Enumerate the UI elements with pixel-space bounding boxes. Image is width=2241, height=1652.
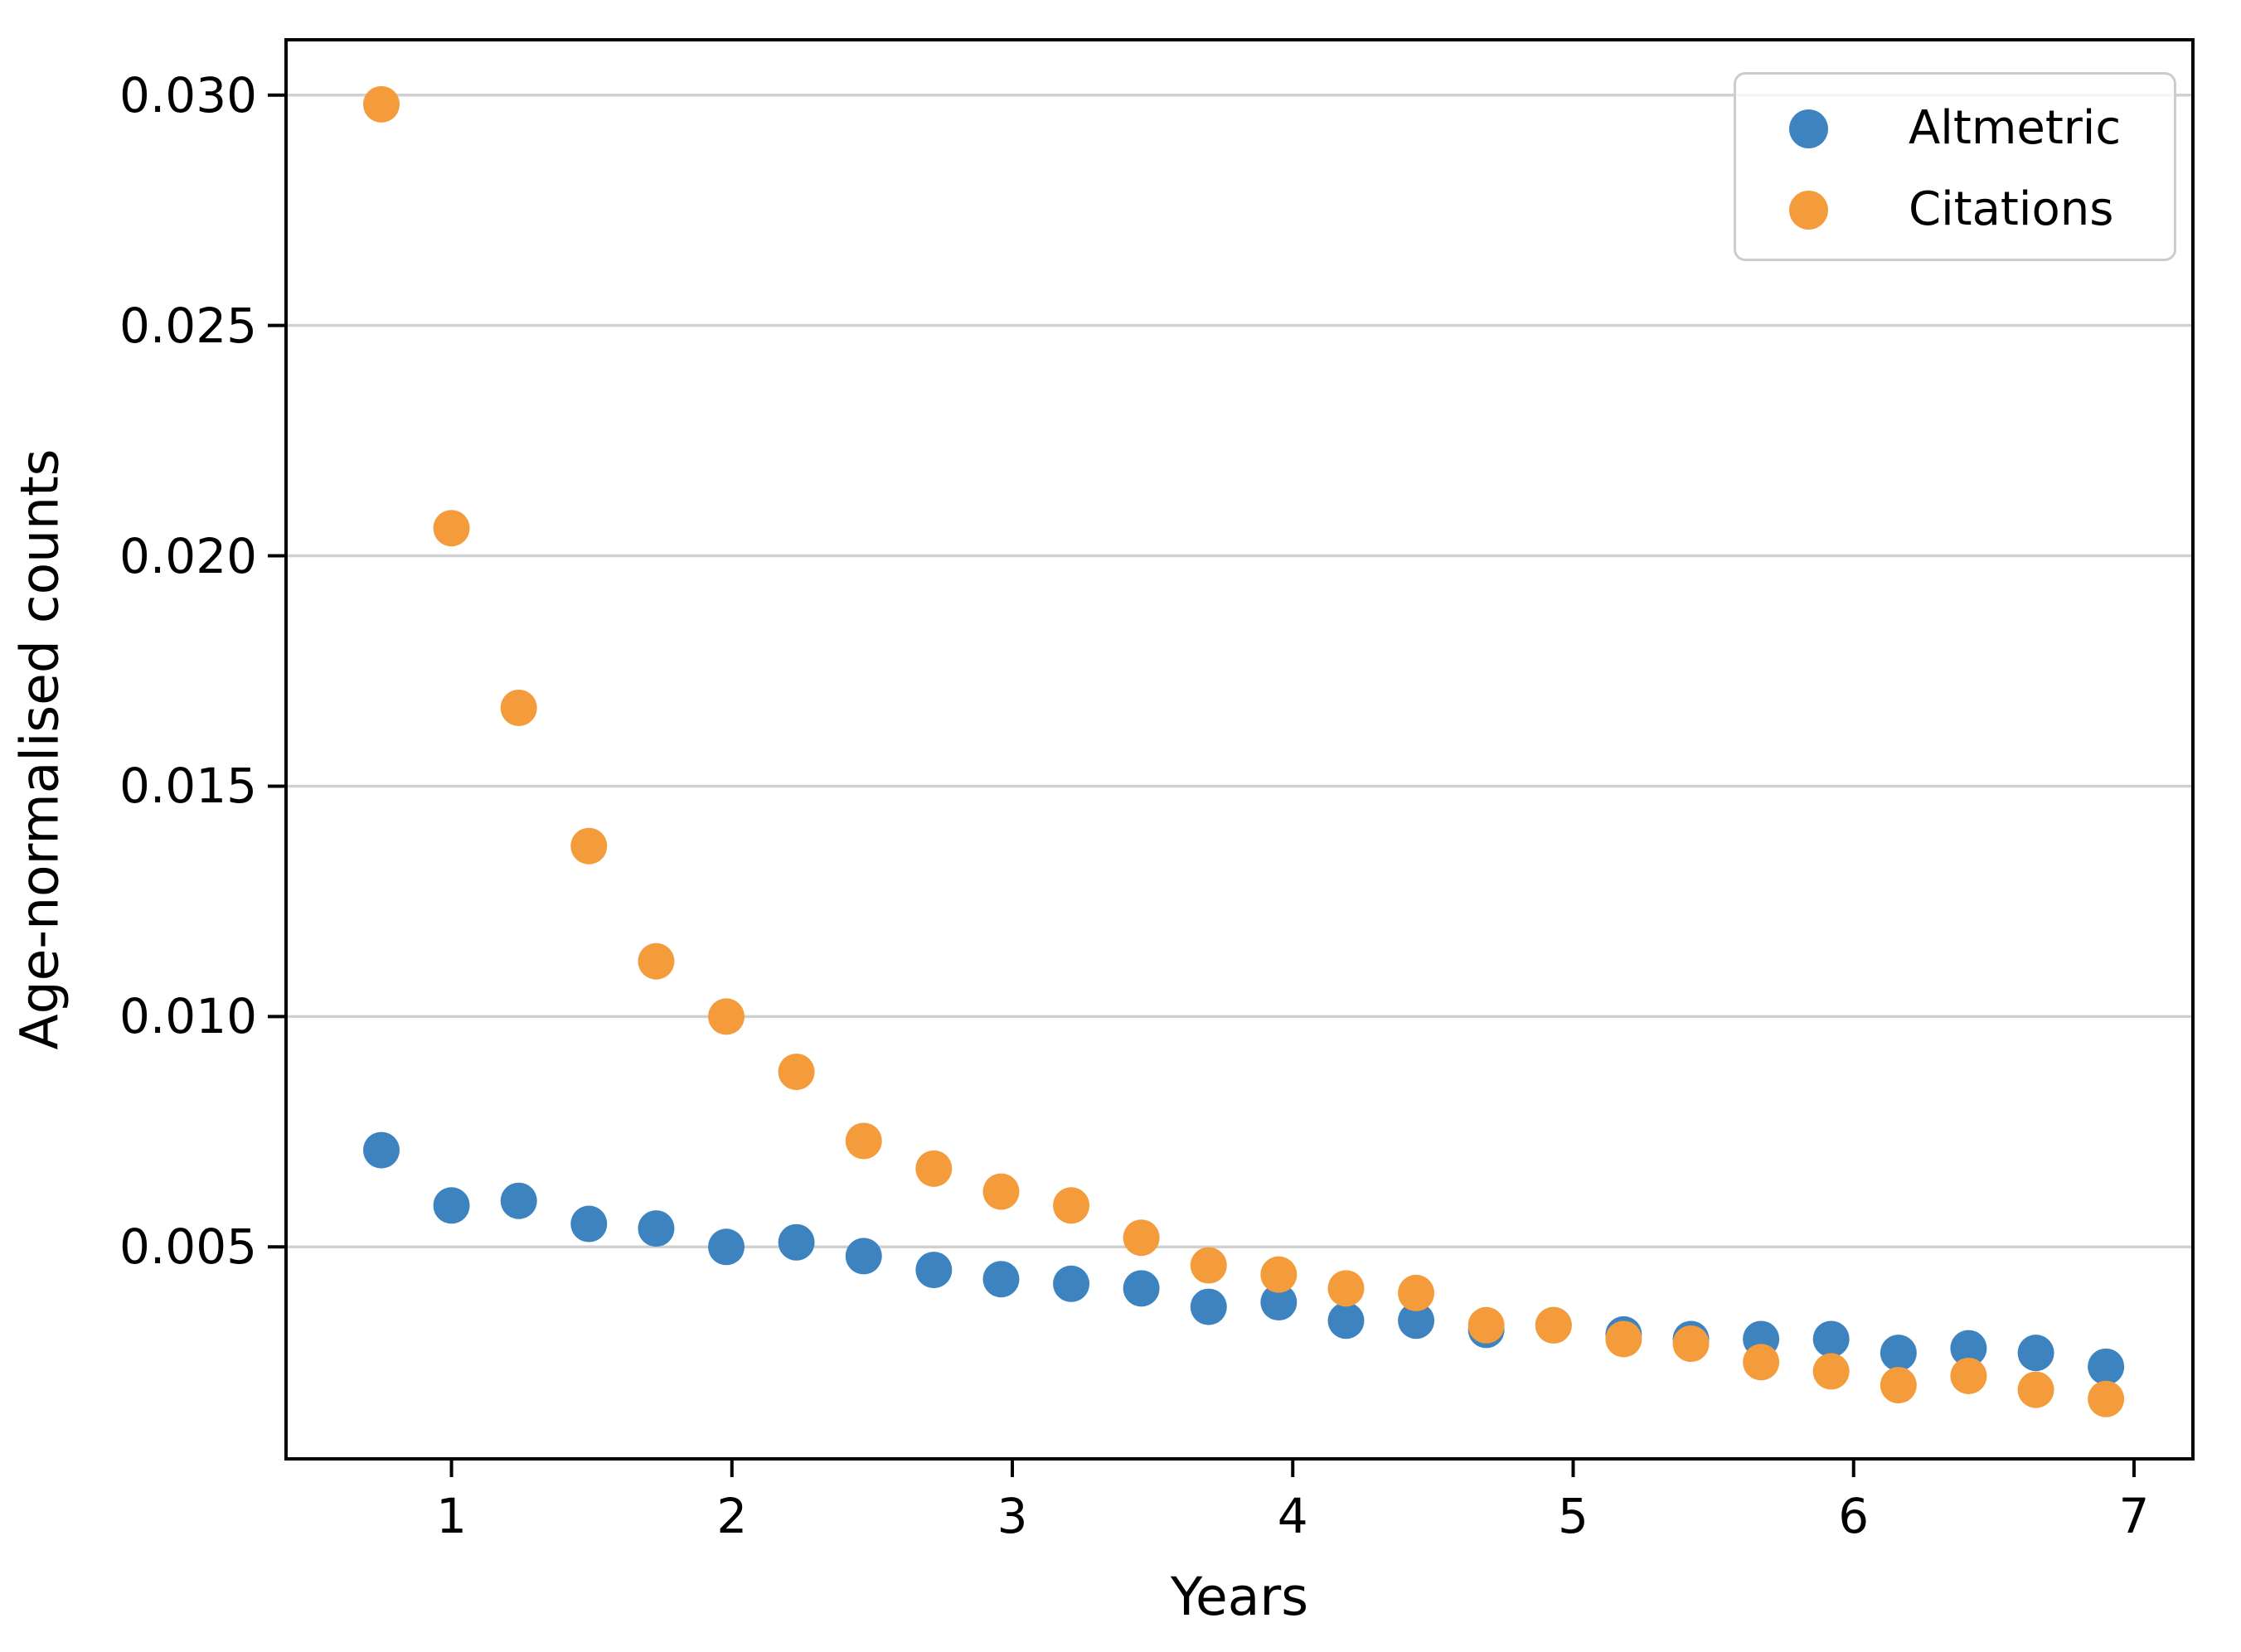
- scatter-point-altmetric: [1053, 1265, 1090, 1302]
- x-tick-label: 5: [1558, 1488, 1589, 1544]
- scatter-point-citations: [1190, 1247, 1227, 1284]
- scatter-point-altmetric: [570, 1205, 608, 1243]
- altmetric-marker-icon: [1789, 109, 1828, 148]
- scatter-point-citations: [2017, 1371, 2054, 1408]
- legend: Altmetric Citations: [1734, 72, 2176, 261]
- x-tick-label: 7: [2118, 1488, 2150, 1544]
- grid-layer: [286, 93, 2193, 1249]
- scatter-point-citations: [1812, 1353, 1850, 1390]
- scatter-point-citations: [433, 510, 470, 547]
- scatter-point-citations: [500, 689, 537, 726]
- scatter-point-citations: [638, 942, 675, 980]
- scatter-point-altmetric: [500, 1182, 537, 1219]
- scatter-point-altmetric: [1812, 1320, 1850, 1358]
- scatter-point-citations: [1950, 1357, 1987, 1394]
- scatter-point-altmetric: [915, 1252, 953, 1289]
- y-tick-label: 0.020: [119, 527, 257, 584]
- scatter-point-citations: [1123, 1219, 1160, 1257]
- scatter-point-citations: [2088, 1380, 2125, 1417]
- legend-entry-citations: Citations: [1736, 171, 2174, 249]
- scatter-point-citations: [915, 1150, 953, 1187]
- scatter-point-altmetric: [1190, 1288, 1227, 1325]
- scatter-point-altmetric: [433, 1187, 470, 1224]
- scatter-point-citations: [1467, 1306, 1505, 1344]
- y-tick-label: 0.030: [119, 66, 257, 124]
- y-tick-label: 0.025: [119, 297, 257, 354]
- citations-marker-icon: [1789, 190, 1828, 230]
- legend-label-citations: Citations: [1909, 182, 2114, 236]
- scatter-point-altmetric: [1327, 1302, 1365, 1340]
- scatter-point-citations: [1672, 1325, 1710, 1363]
- y-tick-label: 0.015: [119, 758, 257, 815]
- scatter-point-citations: [845, 1122, 882, 1160]
- x-tick-label: 1: [436, 1488, 467, 1544]
- x-tick-label: 2: [716, 1488, 748, 1544]
- scatter-point-citations: [982, 1173, 1020, 1210]
- scatter-point-altmetric: [2088, 1348, 2125, 1385]
- scatter-point-citations: [1398, 1274, 1435, 1311]
- scatter-point-citations: [1605, 1320, 1642, 1358]
- scatter-point-altmetric: [363, 1131, 400, 1169]
- scatter-point-altmetric: [1950, 1330, 1987, 1367]
- points-layer: [363, 85, 2125, 1417]
- scatter-point-citations: [1260, 1256, 1298, 1293]
- scatter-point-citations: [1053, 1187, 1090, 1224]
- scatter-point-altmetric: [1123, 1270, 1160, 1307]
- scatter-point-citations: [1327, 1270, 1365, 1307]
- legend-label-altmetric: Altmetric: [1909, 101, 2122, 155]
- scatter-point-altmetric: [1398, 1302, 1435, 1340]
- scatter-point-altmetric: [845, 1238, 882, 1275]
- y-tick-label: 0.005: [119, 1218, 257, 1276]
- scatter-point-citations: [708, 998, 745, 1035]
- x-tick-label: 3: [997, 1488, 1028, 1544]
- y-axis-label: Age-normalised counts: [9, 448, 70, 1050]
- x-axis-label: Years: [1170, 1567, 1309, 1627]
- scatter-point-altmetric: [778, 1223, 815, 1261]
- legend-entry-altmetric: Altmetric: [1736, 90, 2174, 167]
- scatter-point-citations: [363, 85, 400, 123]
- scatter-point-citations: [1535, 1306, 1572, 1344]
- y-tick-label: 0.010: [119, 988, 257, 1045]
- scatter-point-citations: [778, 1054, 815, 1091]
- tick-layer: [268, 93, 2136, 1477]
- scatter-point-altmetric: [708, 1228, 745, 1266]
- scatter-point-citations: [1743, 1344, 1780, 1381]
- scatter-point-citations: [1880, 1367, 1917, 1404]
- scatter-point-altmetric: [1260, 1284, 1298, 1321]
- scatter-point-altmetric: [982, 1261, 1020, 1298]
- scatter-point-altmetric: [2017, 1335, 2054, 1372]
- scatter-point-citations: [570, 827, 608, 865]
- scatter-point-altmetric: [1880, 1335, 1917, 1372]
- scatter-point-altmetric: [638, 1210, 675, 1247]
- x-tick-label: 4: [1277, 1488, 1308, 1544]
- x-tick-label: 6: [1838, 1488, 1870, 1544]
- axes-frame: [284, 38, 2195, 1461]
